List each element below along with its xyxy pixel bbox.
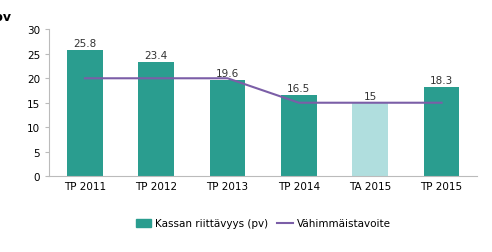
Text: 25.8: 25.8 [73, 39, 96, 49]
Bar [352, 103, 388, 176]
Bar [281, 96, 317, 176]
Text: pv: pv [0, 11, 10, 24]
Text: 19.6: 19.6 [216, 69, 239, 79]
Bar [424, 87, 460, 176]
Legend: Kassan riittävyys (pv), Vähimmäistavoite: Kassan riittävyys (pv), Vähimmäistavoite [131, 214, 395, 233]
Text: 23.4: 23.4 [145, 50, 168, 60]
Bar [138, 62, 174, 176]
Text: 16.5: 16.5 [287, 84, 310, 94]
Text: 15: 15 [364, 91, 377, 101]
Text: 18.3: 18.3 [430, 75, 453, 85]
Bar [210, 81, 246, 176]
Bar [67, 51, 103, 176]
